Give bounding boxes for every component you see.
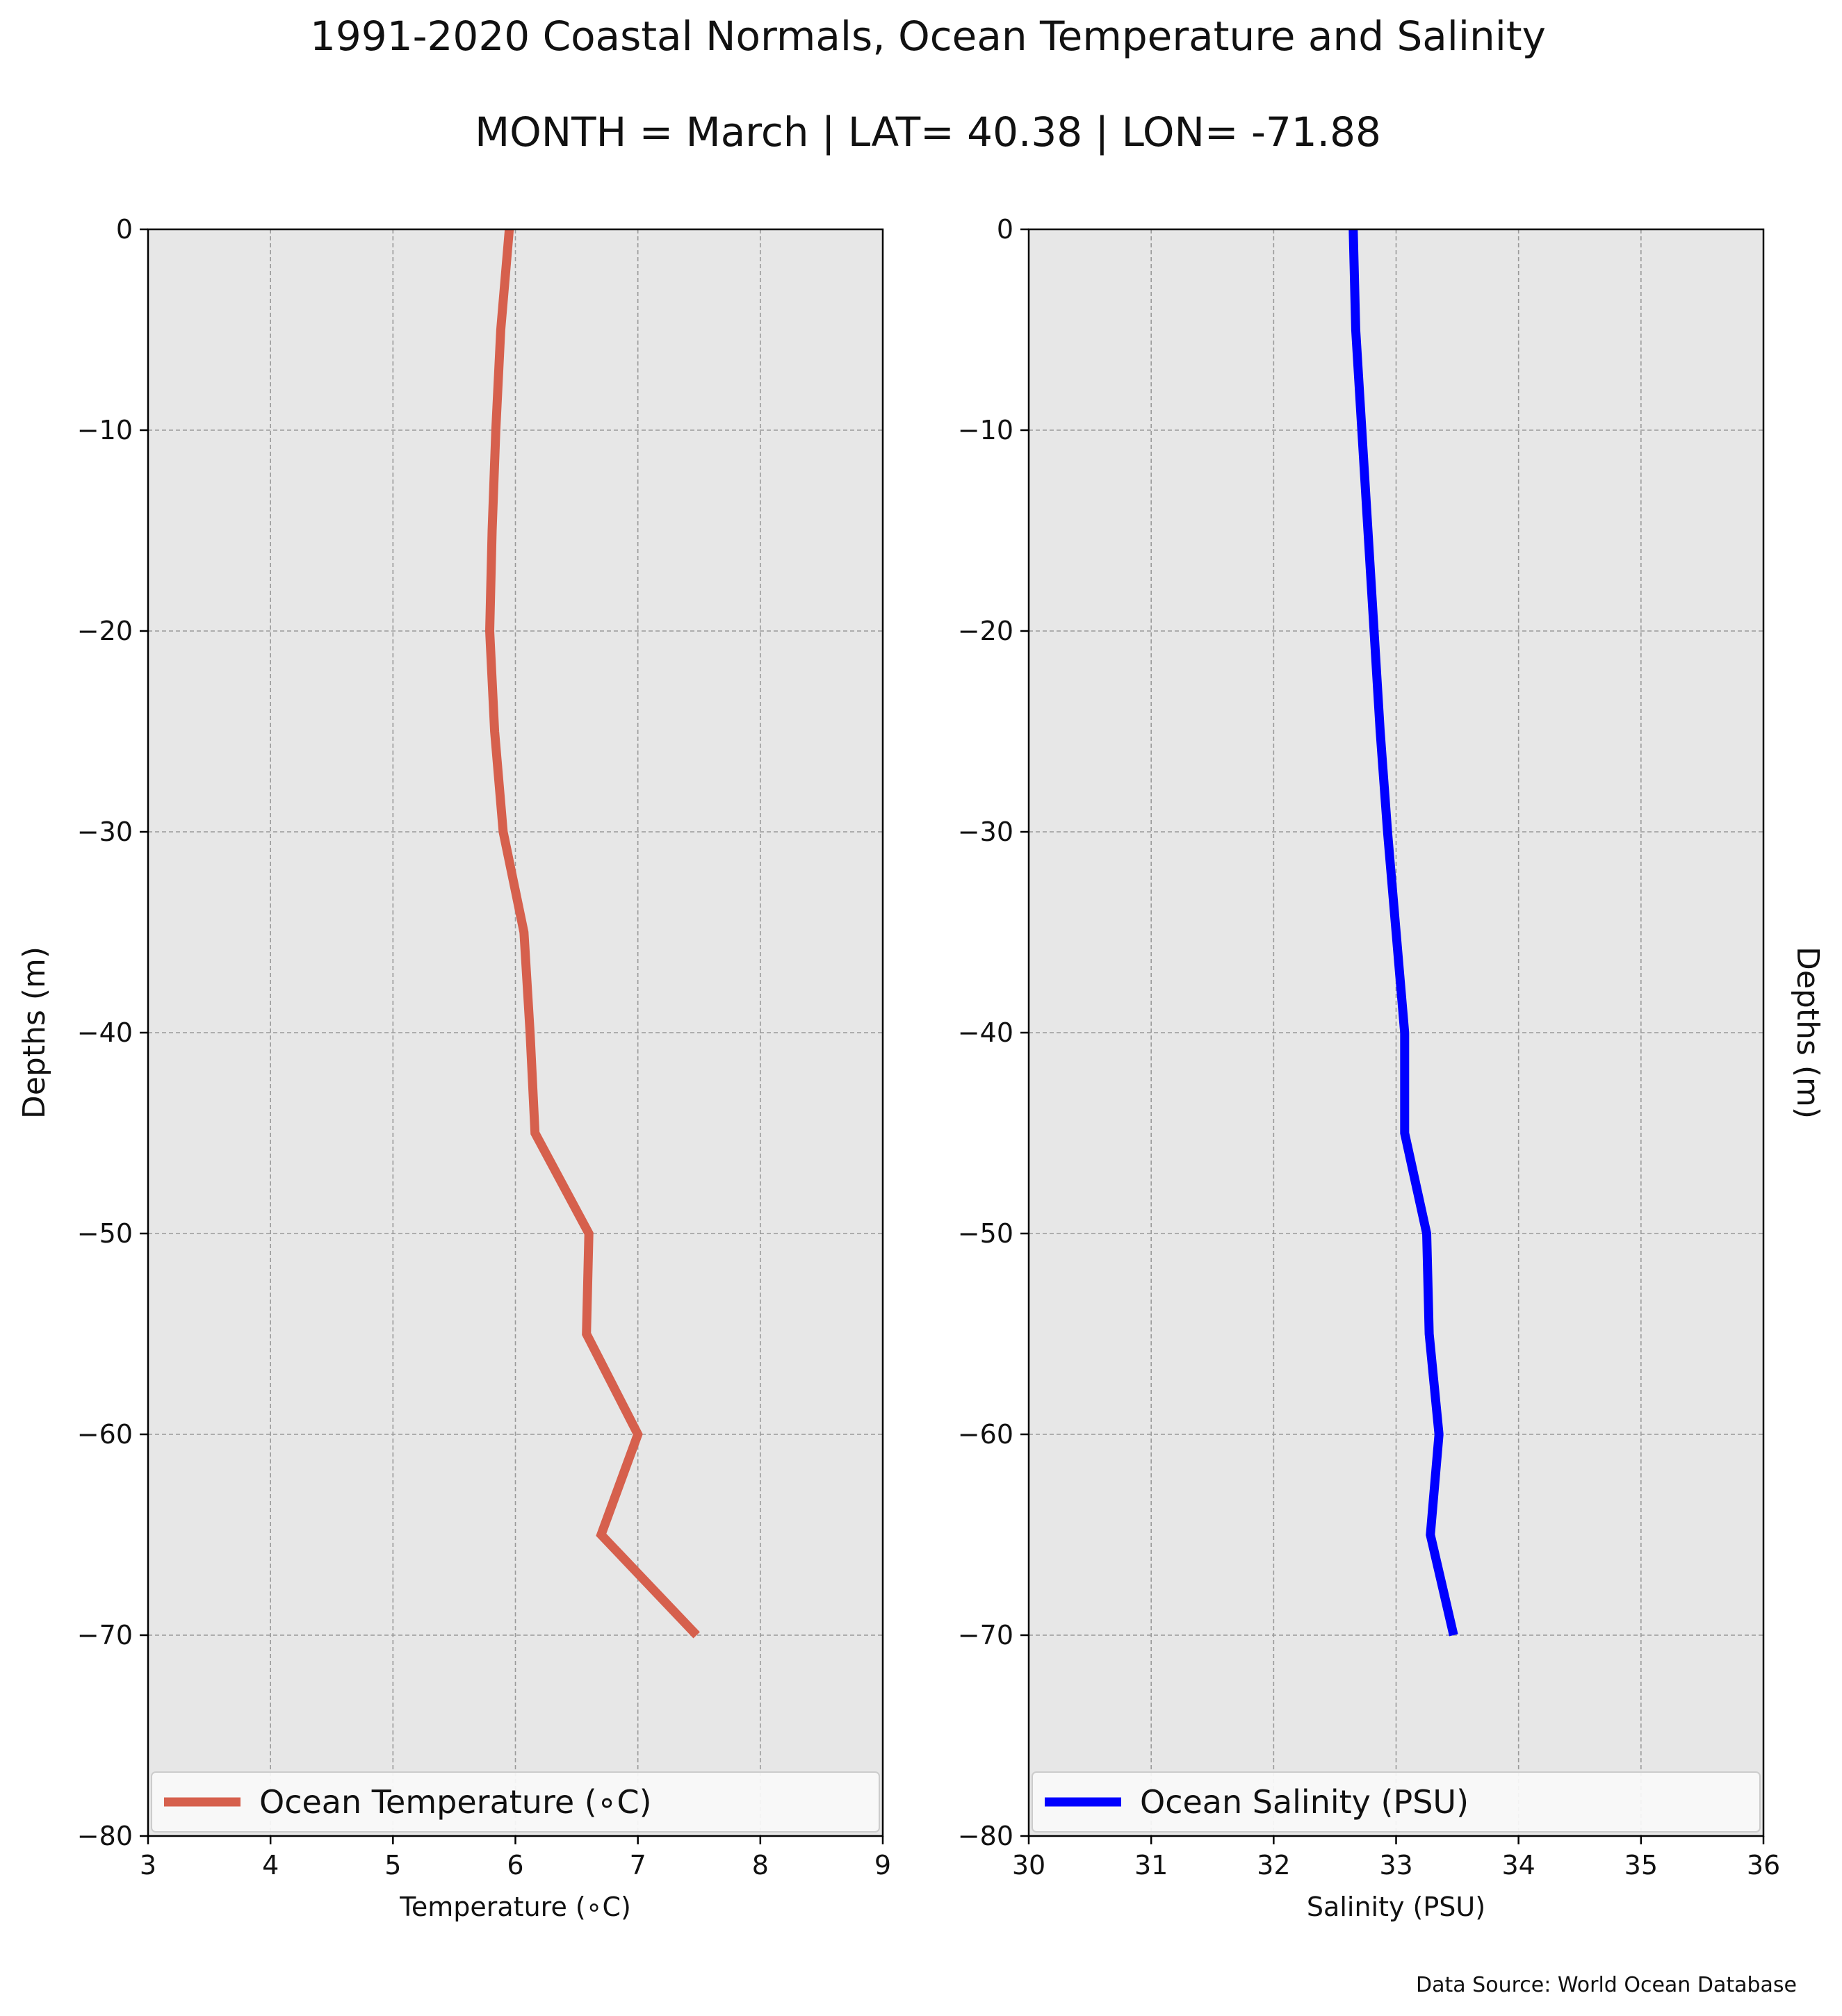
x-tick-label: 7: [630, 1850, 646, 1880]
x-axis-label: Salinity (PSU): [1307, 1892, 1485, 1922]
x-tick-label: 32: [1257, 1850, 1290, 1880]
figure-subtitle: MONTH = March | LAT= 40.38 | LON= -71.88: [475, 108, 1381, 156]
temperature-chart: 3 4 5 6 7 8 9 0 −10 −20 −30 −40 −50 −60 −70 −80 Temperat…: [17, 214, 891, 1922]
y-tick-label: −10: [77, 415, 133, 445]
x-axis-label: Temperature (∘C): [399, 1892, 631, 1922]
y-tick-label: −60: [958, 1419, 1013, 1450]
y-tick-label: −10: [958, 415, 1013, 445]
y-tick-label: −30: [77, 817, 133, 847]
y-tick-label: −80: [77, 1821, 133, 1851]
y-tick-label: −80: [958, 1821, 1013, 1851]
x-tick-label: 34: [1501, 1850, 1535, 1880]
legend-label: Ocean Temperature (∘C): [259, 1783, 652, 1821]
x-tick-label: 3: [140, 1850, 156, 1880]
x-tick-label: 5: [384, 1850, 401, 1880]
x-tick-label: 6: [507, 1850, 523, 1880]
y-tick-label: −40: [77, 1017, 133, 1048]
x-tick-label: 30: [1012, 1850, 1045, 1880]
legend: Ocean Salinity (PSU): [1032, 1771, 1761, 1833]
y-tick-label: 0: [116, 214, 133, 245]
y-tick-label: −70: [77, 1620, 133, 1650]
y-tick-label: −70: [958, 1620, 1013, 1650]
legend: Ocean Temperature (∘C): [151, 1771, 880, 1833]
y-tick-label: 0: [997, 214, 1013, 245]
legend-box: [151, 1771, 880, 1833]
data-source-note: Data Source: World Ocean Database: [1416, 1973, 1797, 1997]
y-tick-label: −50: [958, 1218, 1013, 1249]
salinity-chart: 30 31 32 33 34 35 36 0 −10 −20 −30 −40 −50 −60 −70 −80 S…: [958, 214, 1825, 1922]
x-tick-label: 33: [1379, 1850, 1412, 1880]
x-tick-label: 9: [874, 1850, 891, 1880]
legend-label: Ocean Salinity (PSU): [1140, 1783, 1469, 1821]
y-tick-label: −20: [77, 616, 133, 646]
legend-box: [1032, 1771, 1761, 1833]
series-line: [1348, 229, 1458, 1637]
series-line: [484, 229, 700, 1639]
y-axis-label: Depths (m): [1790, 946, 1825, 1119]
y-tick-label: −50: [77, 1218, 133, 1249]
figure-title: 1991-2020 Coastal Normals, Ocean Tempera…: [310, 13, 1546, 60]
x-tick-label: 8: [752, 1850, 769, 1880]
y-axis-label: Depths (m): [17, 946, 52, 1119]
x-tick-label: 4: [262, 1850, 279, 1880]
y-tick-label: −40: [958, 1017, 1013, 1048]
x-tick-label: 36: [1747, 1850, 1780, 1880]
y-tick-label: −20: [958, 616, 1013, 646]
y-tick-label: −30: [958, 817, 1013, 847]
x-tick-label: 35: [1624, 1850, 1658, 1880]
y-tick-label: −60: [77, 1419, 133, 1450]
x-tick-label: 31: [1134, 1850, 1168, 1880]
